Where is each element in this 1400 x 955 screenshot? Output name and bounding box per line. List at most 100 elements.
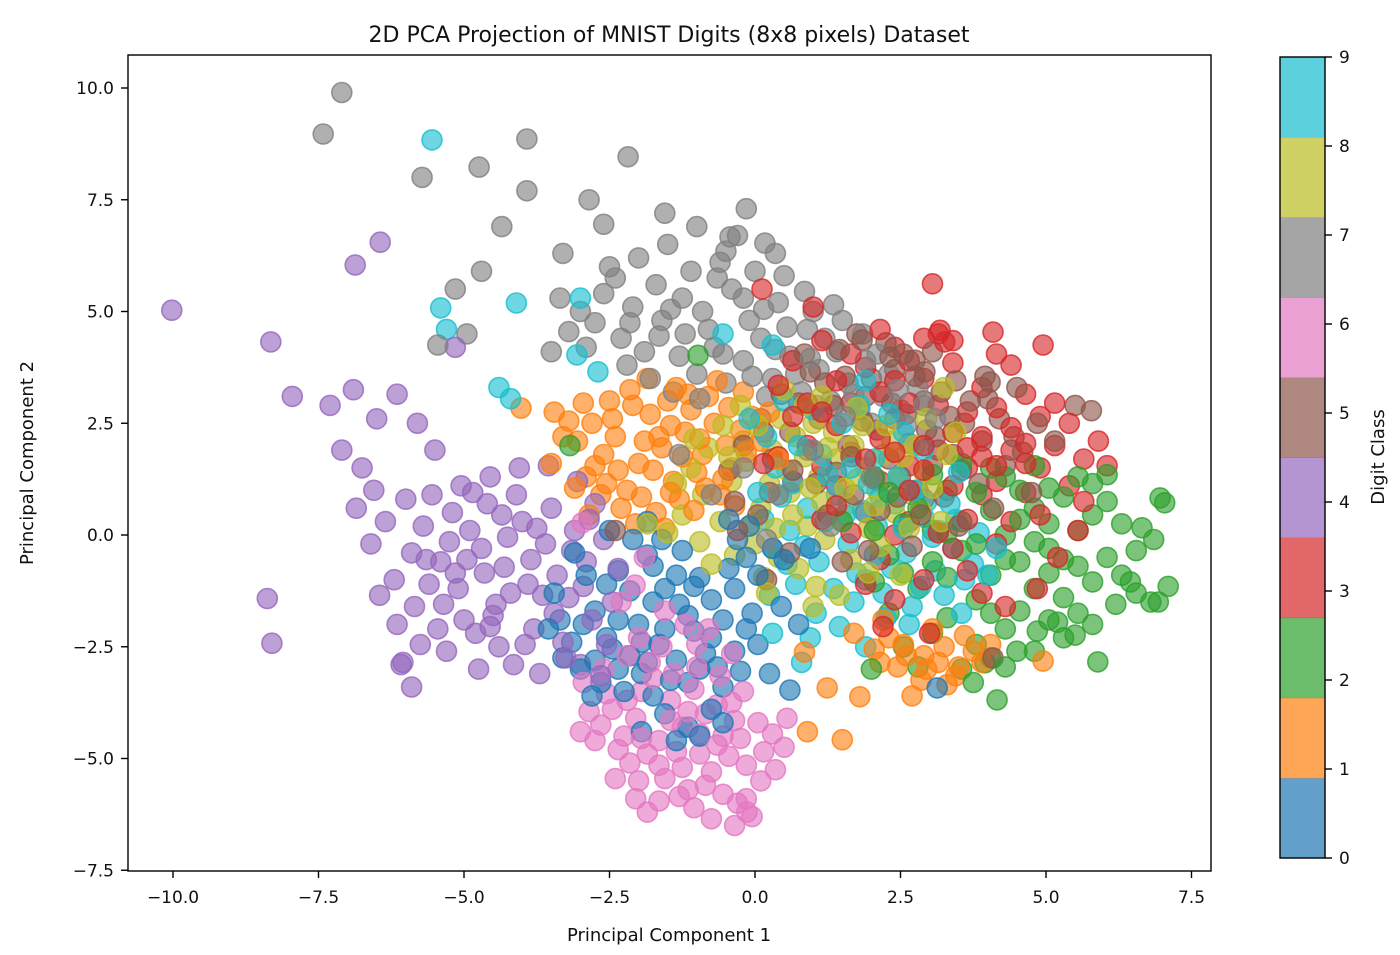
scatter-point [712,343,734,365]
scatter-point [683,499,705,522]
scatter-point [624,787,647,810]
scatter-point [642,459,664,482]
y-axis-ticks: −7.5 −5.0 −2.5 0.0 2.5 5.0 7.5 10.0 [73,79,128,881]
scatter-point [319,394,341,417]
colorbar-band [1280,457,1325,538]
scatter-point [924,407,947,430]
scatter-point [592,213,615,236]
scatter-point [520,548,542,571]
scatter-point [985,537,1008,560]
scatter-point [415,548,438,571]
scatter-point [779,679,801,701]
scatter-point [994,656,1017,678]
scatter-point [1131,516,1153,539]
scatter-point [747,633,769,656]
plot-area-border [127,54,1212,872]
scatter-point [1096,490,1118,513]
colorbar-tick-label: 1 [1339,760,1350,780]
scatter-point [685,215,708,238]
scatter-point [1008,508,1031,531]
scatter-point [883,441,906,464]
scatter-point [831,728,854,751]
x-tick-label: −10.0 [147,888,199,908]
scatter-point [259,331,282,353]
scatter-point [659,709,682,732]
scatter-point [578,189,600,211]
scatter-point [517,573,539,596]
scatter-point [781,459,804,482]
scatter-point [747,564,769,587]
scatter-point [281,385,304,408]
scatter-point [819,515,842,537]
scatter-point [627,247,650,269]
scatter-point [546,564,568,587]
scatter-point [1046,546,1069,569]
scatter-point [1006,376,1028,399]
scatter-point [1067,602,1089,625]
scatter-point [656,233,679,256]
scatter-point [406,412,429,435]
scatter-point [706,369,729,392]
x-axis-label: Principal Component 1 [567,925,771,946]
scatter-point [490,504,513,526]
colorbar-tick-label: 9 [1339,48,1350,68]
scatter-point [1026,620,1049,642]
scatter-point [607,609,630,631]
scatter-point [499,387,522,410]
scatter-point [732,287,755,309]
scatter-point [933,376,955,399]
scatter-point [685,656,708,678]
scatter-point [639,403,662,426]
scatter-point [659,481,682,504]
scatter-point [947,515,970,537]
scatter-point [1058,412,1081,435]
scatter-point [915,658,938,680]
scatter-point [604,267,627,289]
scatter-point [360,533,382,555]
scatter-point [607,738,630,761]
scatter-point [1006,640,1028,663]
scatter-point [607,557,630,580]
scatter-point [956,436,979,459]
scatter-point [1125,539,1147,562]
scatter-point [648,325,670,347]
scatter-point [668,345,691,368]
scatter-point [502,653,525,676]
scatter-point [1087,430,1110,452]
scatter-point [674,613,697,636]
scatter-point [508,457,531,479]
scatter-point [429,297,452,319]
scatter-point [505,483,528,506]
scatter-point [863,495,886,517]
x-tick-label: 5.0 [1032,888,1059,908]
scatter-point [1081,613,1104,636]
scatter-point [747,711,769,734]
scatter-point [706,734,729,756]
scatter-point [630,486,653,508]
scatter-point [834,405,857,428]
scatter-point [901,685,923,707]
scatter-point [879,346,901,368]
scatter-point [1157,575,1179,598]
scatter-point [799,347,822,370]
scatter-point [744,260,766,283]
scatter-point [729,660,752,683]
colorbar-band [1280,57,1325,138]
scatter-point [619,311,641,334]
scatter-point [563,542,586,564]
scatter-point [1080,399,1103,422]
scatter-point [950,602,973,625]
scatter-point [914,360,936,383]
scatter-point [723,490,746,513]
scatter-point [592,282,615,305]
scatter-point [901,535,923,558]
scatter-point [1119,571,1142,593]
scatter-point [604,425,627,448]
scatter-point [256,587,279,610]
scatter-point [636,512,659,535]
scatter-point [921,550,944,573]
scatter-point [426,334,449,356]
scatter-point [1032,650,1054,672]
colorbar-border [1279,56,1326,859]
scatter-point [390,653,412,676]
